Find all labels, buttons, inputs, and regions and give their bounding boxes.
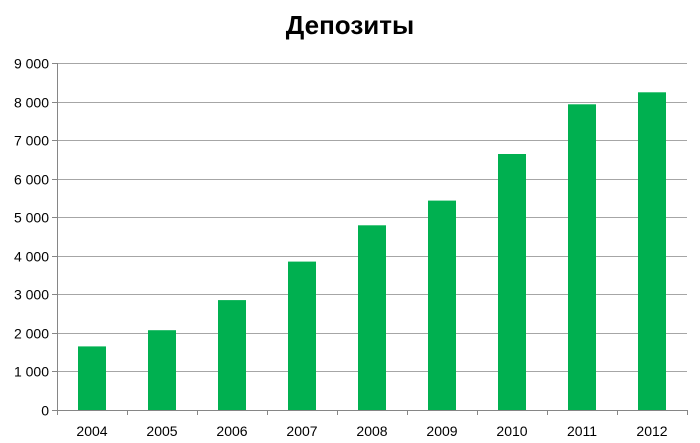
y-tick-label: 2 000 bbox=[14, 326, 49, 342]
x-tick-label: 2012 bbox=[636, 423, 667, 439]
x-tick-label: 2008 bbox=[356, 423, 387, 439]
tick-labels: 0 1 000 2 000 3 000 4 000 5 000 6 000 7 000 8 00… bbox=[14, 56, 668, 440]
bar-2006 bbox=[218, 300, 246, 410]
bar-2008 bbox=[358, 225, 386, 410]
x-tick-label: 2007 bbox=[286, 423, 317, 439]
bar-2005 bbox=[148, 330, 176, 410]
bar-2011 bbox=[568, 104, 596, 411]
x-tick-label: 2010 bbox=[496, 423, 527, 439]
x-tick-label: 2005 bbox=[146, 423, 177, 439]
y-tick-label: 9 000 bbox=[14, 56, 49, 72]
bar-2010 bbox=[498, 154, 526, 410]
y-tick-label: 1 000 bbox=[14, 364, 49, 380]
chart-title: Депозиты bbox=[285, 10, 415, 40]
bar-2012 bbox=[638, 92, 666, 411]
y-tick-label: 8 000 bbox=[14, 95, 49, 111]
y-tick-label: 4 000 bbox=[14, 249, 49, 265]
y-tick-label: 5 000 bbox=[14, 210, 49, 226]
x-tick-label: 2004 bbox=[76, 423, 107, 439]
x-tick-label: 2006 bbox=[216, 423, 247, 439]
bar-2004 bbox=[78, 346, 106, 410]
y-tick-label: 6 000 bbox=[14, 172, 49, 188]
x-tick-label: 2009 bbox=[426, 423, 457, 439]
y-tick-label: 7 000 bbox=[14, 133, 49, 149]
axes bbox=[52, 63, 688, 415]
y-tick-label: 0 bbox=[41, 403, 49, 419]
bars bbox=[78, 92, 666, 411]
bar-2009 bbox=[428, 200, 456, 410]
y-tick-label: 3 000 bbox=[14, 287, 49, 303]
bar-2007 bbox=[288, 261, 316, 410]
x-tick-label: 2011 bbox=[567, 423, 597, 439]
